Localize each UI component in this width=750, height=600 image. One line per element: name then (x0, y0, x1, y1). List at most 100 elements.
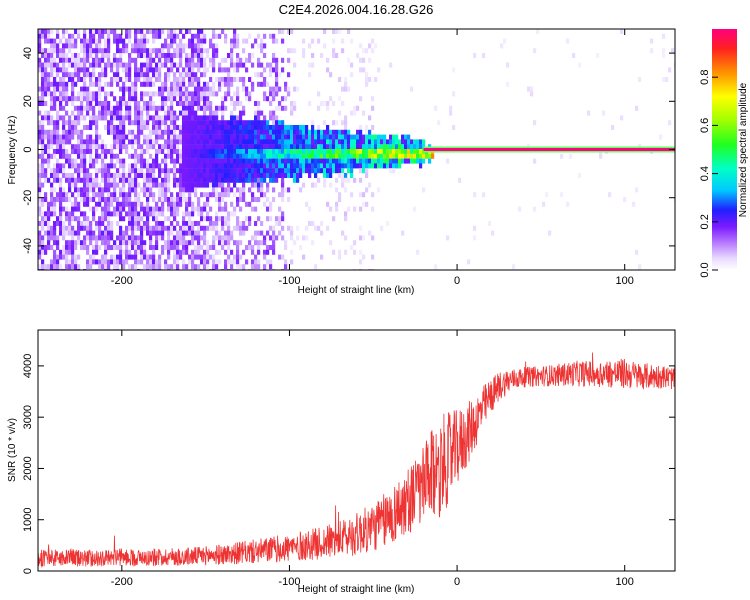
spectrogram-cell (116, 38, 120, 44)
spectrogram-cell (80, 62, 84, 68)
spectrogram-cell (533, 158, 537, 164)
spectrogram-cell (83, 62, 87, 68)
spectrogram-cell (185, 53, 189, 58)
spectrogram-cell (119, 230, 123, 236)
spectrogram-cell (167, 33, 171, 39)
spectrogram-cell (41, 115, 45, 121)
spectrogram-cell (290, 105, 294, 111)
spectrogram-cell (194, 86, 198, 92)
spectrogram-cell (260, 240, 264, 246)
spectrogram-cell (392, 153, 396, 159)
spectrogram-cell (152, 173, 156, 178)
spectrogram-cell (47, 153, 51, 159)
spectrogram-cell (209, 62, 213, 68)
spectrogram-cell (95, 249, 99, 255)
spectrogram-cell (248, 139, 252, 145)
spectrogram-cell (242, 139, 246, 145)
spectrogram-cell (47, 110, 51, 116)
spectrogram-cell (197, 139, 201, 145)
spectrogram-cell (269, 139, 273, 145)
spectrogram-cell (65, 177, 69, 183)
spectrogram-cell (101, 192, 105, 198)
spectrogram-cell (92, 115, 96, 121)
spectrogram-cell (71, 216, 75, 222)
spectrogram-cell (386, 144, 390, 150)
spectrogram-cell (116, 72, 120, 78)
spectrogram-cell (173, 144, 177, 150)
spectrogram-cell (167, 225, 171, 231)
spectrogram-cell (104, 259, 108, 265)
spectrogram-cell (473, 225, 477, 231)
spectrogram-cell (206, 216, 210, 222)
spectrogram-cell (161, 129, 165, 135)
spectrogram-cell (350, 158, 354, 164)
snr-y-tick-label: 4000 (22, 354, 34, 378)
spectrogram-cell (110, 29, 114, 34)
spectrogram-cell (47, 240, 51, 246)
spectrogram-cell (200, 235, 204, 241)
spectrogram-cell (668, 67, 672, 73)
spectrogram-cell (260, 153, 264, 159)
spectrogram-cell (71, 72, 75, 78)
spectrogram-cell (89, 149, 93, 154)
spectrogram-cell (131, 153, 135, 159)
spectrogram-cell (344, 187, 348, 193)
spectrogram-cell (173, 125, 177, 130)
spectrogram-cell (221, 235, 225, 241)
spectrogram-cell (62, 144, 66, 150)
spectrogram-cell (287, 158, 291, 164)
spectrogram-cell (332, 158, 336, 164)
spectrogram-cell (59, 254, 63, 260)
spectrogram-cell (173, 62, 177, 68)
spectrogram-cell (131, 225, 135, 231)
spectrogram-cell (206, 264, 210, 270)
spectrogram-cell (290, 29, 294, 34)
spectrogram-cell (218, 67, 222, 73)
spectrogram-cell (152, 101, 156, 106)
spectrogram-cell (368, 77, 372, 82)
spectrogram-cell (65, 158, 69, 164)
spectrogram-cell (290, 125, 294, 130)
spectrogram-cell (239, 110, 243, 116)
spectrogram-cell (317, 139, 321, 145)
spectrogram-cell (311, 144, 315, 150)
spectrogram-cell (125, 192, 129, 198)
spectrogram-cell (182, 81, 186, 87)
spectrogram-cell (128, 33, 132, 39)
spectrogram-cell (92, 163, 96, 169)
spectrogram-cell (62, 197, 66, 202)
spectrogram-cell (182, 259, 186, 265)
spectrogram-cell (170, 206, 174, 212)
spectrogram-cell (410, 153, 414, 159)
spectrogram-cell (110, 163, 114, 169)
spectrogram-cell (71, 230, 75, 236)
spectrogram-cell (269, 264, 273, 270)
spectrogram-cell (371, 134, 375, 140)
spectrogram-cell (92, 120, 96, 126)
spectrogram-cell (56, 216, 60, 222)
spectrogram-cell (323, 134, 327, 140)
spectrogram-cell (287, 48, 291, 54)
spectrogram-cell (194, 192, 198, 198)
spectrogram-cell (254, 182, 258, 188)
spectrogram-cell (308, 144, 312, 150)
spectrogram-cell (308, 206, 312, 212)
spectrogram-cell (155, 29, 159, 34)
spectrogram-cell (128, 168, 132, 174)
spectrogram-x-tick-label: -100 (278, 275, 300, 287)
spectrogram-cell (197, 129, 201, 135)
spectrogram-cell (68, 211, 72, 217)
spectrogram-cell (335, 53, 339, 58)
spectrogram-cell (209, 91, 213, 97)
spectrogram-cell (176, 81, 180, 87)
spectrogram-cell (119, 77, 123, 82)
spectrogram-cell (98, 144, 102, 150)
spectrogram-cell (68, 216, 72, 222)
spectrogram-cell (71, 259, 75, 265)
spectrogram-cell (296, 177, 300, 183)
spectrogram-cell (359, 149, 363, 154)
spectrogram-cell (38, 177, 42, 183)
spectrogram-cell (371, 38, 375, 44)
spectrogram-cell (227, 192, 231, 198)
spectrogram-cell (245, 134, 249, 140)
